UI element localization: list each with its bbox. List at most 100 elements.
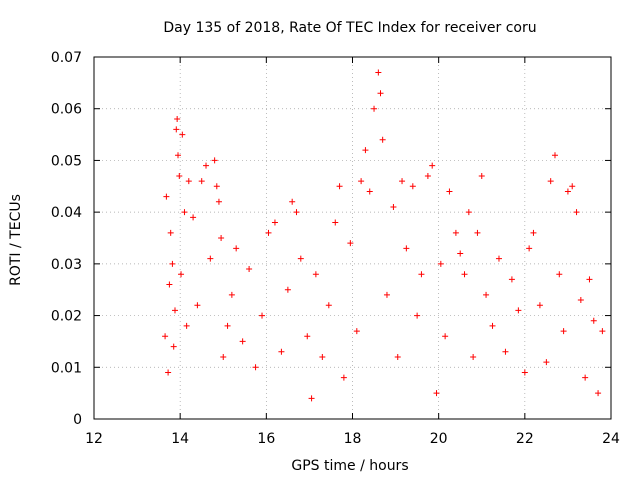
data-point xyxy=(297,255,304,262)
data-point xyxy=(474,229,481,236)
data-point xyxy=(312,271,319,278)
data-point xyxy=(259,312,266,319)
data-point xyxy=(265,229,272,236)
data-point xyxy=(176,172,183,179)
data-point xyxy=(289,198,296,205)
data-point xyxy=(383,291,390,298)
data-point xyxy=(181,209,188,216)
x-tick-label: 22 xyxy=(516,431,534,447)
data-point xyxy=(502,348,509,355)
data-point xyxy=(163,193,170,200)
chart-title: Day 135 of 2018, Rate Of TEC Index for r… xyxy=(163,20,536,36)
data-point xyxy=(377,90,384,97)
data-point xyxy=(325,302,332,309)
data-point xyxy=(220,353,227,360)
data-point xyxy=(437,260,444,267)
data-point xyxy=(590,317,597,324)
data-point xyxy=(215,198,222,205)
y-tick-labels: 0 0.01 0.02 0.03 0.04 0.05 0.06 0.07 xyxy=(51,50,82,428)
data-point xyxy=(218,235,225,241)
data-point xyxy=(394,353,401,360)
data-point xyxy=(409,183,416,190)
x-tick-label: 24 xyxy=(602,431,620,447)
y-tick-label: 0.04 xyxy=(51,205,82,221)
x-tick-label: 20 xyxy=(430,431,448,447)
data-point xyxy=(526,245,533,252)
data-point xyxy=(211,157,218,164)
data-point xyxy=(595,390,602,397)
data-point xyxy=(198,178,205,185)
data-point xyxy=(162,333,169,340)
y-axis-label: ROTI / TECUs xyxy=(8,194,24,286)
data-point xyxy=(465,209,472,216)
y-tick-label: 0.03 xyxy=(51,257,82,273)
data-point xyxy=(543,359,550,366)
data-points xyxy=(162,69,606,402)
data-point xyxy=(424,172,431,179)
data-point xyxy=(332,219,339,226)
data-point xyxy=(433,390,440,397)
data-point xyxy=(371,105,378,112)
data-point xyxy=(530,229,537,236)
data-point xyxy=(489,322,496,329)
data-point xyxy=(213,183,220,190)
x-tick-labels: 12 14 16 18 20 22 24 xyxy=(85,431,620,447)
data-point xyxy=(403,245,410,252)
data-point xyxy=(336,183,343,190)
data-point xyxy=(228,291,235,298)
data-point xyxy=(347,240,354,247)
data-point xyxy=(564,188,571,195)
data-point xyxy=(239,338,246,345)
data-point xyxy=(483,291,490,298)
data-point xyxy=(169,260,176,267)
data-point xyxy=(224,322,231,329)
data-point xyxy=(194,302,201,309)
data-point xyxy=(379,136,386,143)
data-point xyxy=(304,333,311,340)
data-point xyxy=(278,348,285,355)
x-tick-label: 18 xyxy=(344,431,362,447)
data-point xyxy=(569,183,576,190)
data-point xyxy=(573,209,580,216)
y-tick-label: 0.01 xyxy=(51,360,82,376)
data-point xyxy=(582,374,589,381)
data-point xyxy=(508,276,515,283)
x-tick-label: 14 xyxy=(171,431,189,447)
data-point xyxy=(390,203,397,210)
data-point xyxy=(577,297,584,304)
data-point xyxy=(271,219,278,226)
data-point xyxy=(233,245,240,252)
data-point xyxy=(515,307,522,314)
data-point xyxy=(362,147,369,154)
data-point xyxy=(353,328,360,335)
y-tick-label: 0.07 xyxy=(51,50,82,66)
data-point xyxy=(536,302,543,309)
data-point xyxy=(446,188,453,195)
data-point xyxy=(203,162,210,169)
data-point xyxy=(252,364,259,371)
data-point xyxy=(560,328,567,335)
data-point xyxy=(173,126,180,133)
data-point xyxy=(179,131,186,138)
data-point xyxy=(399,178,406,185)
axis-ticks xyxy=(93,56,612,420)
data-point xyxy=(586,276,593,283)
data-point xyxy=(366,188,373,195)
y-tick-label: 0.02 xyxy=(51,309,82,325)
data-point xyxy=(547,178,554,185)
data-point xyxy=(183,322,190,329)
data-point xyxy=(470,353,477,360)
data-point xyxy=(461,271,468,278)
grid-lines xyxy=(94,57,611,419)
data-point xyxy=(452,229,459,236)
data-point xyxy=(190,214,197,221)
data-point xyxy=(551,152,558,159)
y-tick-label: 0 xyxy=(73,412,82,428)
data-point xyxy=(284,286,291,293)
data-point xyxy=(166,281,173,288)
y-tick-label: 0.05 xyxy=(51,153,82,169)
y-tick-label: 0.06 xyxy=(51,102,82,118)
data-point xyxy=(174,116,181,123)
data-point xyxy=(478,172,485,179)
